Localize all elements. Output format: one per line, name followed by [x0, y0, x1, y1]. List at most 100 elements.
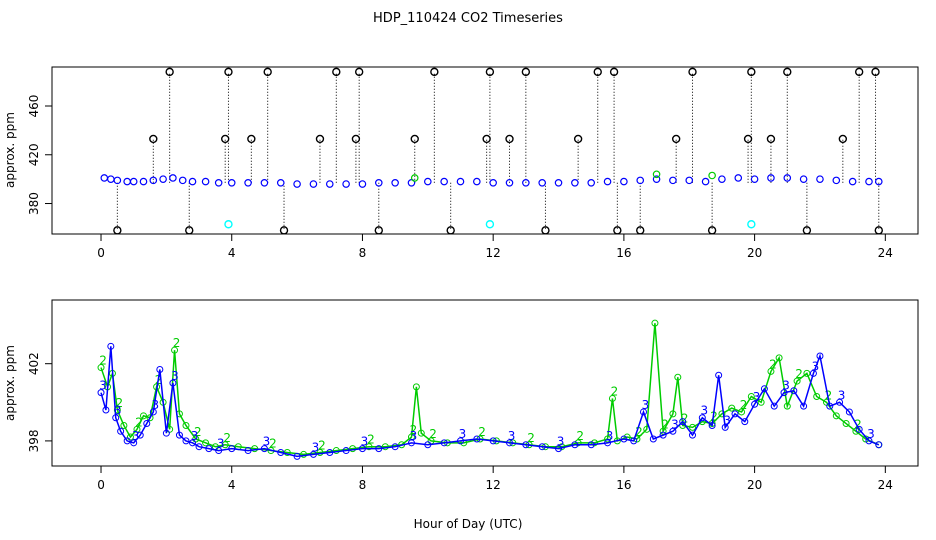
bottom-series-point [332, 447, 340, 455]
bottom-series-point [205, 445, 213, 453]
bottom-series-point [417, 429, 425, 437]
top-series-point [473, 177, 481, 186]
bottom-series-point [391, 443, 399, 451]
bottom-point-label: 3 [459, 427, 467, 441]
bottom-point-label: 3 [700, 404, 708, 418]
top-x-tick-label: 24 [878, 246, 893, 260]
top-y-tick-label: 460 [27, 95, 41, 118]
bottom-series-point [412, 383, 420, 391]
bottom-series-point [189, 439, 197, 447]
bottom-series-point [133, 425, 141, 433]
bottom-series-point [215, 447, 223, 455]
bottom-point-label: 3 [217, 437, 225, 451]
top-spike-point [263, 67, 272, 77]
bottom-point-label: 3 [812, 359, 820, 373]
bottom-series-point [630, 437, 638, 445]
bottom-point-label: 2 [769, 357, 777, 371]
bottom-series-point [659, 431, 667, 439]
bottom-series-point [842, 420, 850, 428]
top-spike-point [871, 67, 880, 77]
top-series-point [100, 174, 109, 182]
bottom-point-label: 2 [318, 438, 326, 452]
bottom-x-tick-label: 24 [878, 478, 893, 492]
bottom-series-point [162, 429, 170, 437]
bottom-series-point [251, 445, 259, 453]
bottom-point-label: 3 [151, 398, 159, 412]
bottom-series-point [375, 445, 383, 453]
bottom-point-label: 2 [173, 336, 181, 350]
bottom-series-point [669, 410, 677, 418]
top-series-point [505, 179, 514, 187]
bottom-series-point [182, 437, 190, 445]
bottom-point-label: 2 [99, 354, 107, 368]
top-series-point [750, 175, 759, 183]
bottom-point-label: 3 [191, 429, 199, 443]
bottom-point-label: 2 [135, 415, 143, 429]
bottom-series-point [679, 418, 687, 426]
bottom-series-point [555, 445, 563, 453]
bottom-series-point [107, 342, 115, 350]
bottom-point-label: 2 [661, 417, 669, 431]
bottom-point-label: 3 [671, 417, 679, 431]
bottom-point-label: 3 [753, 390, 761, 404]
top-green-point [652, 170, 661, 179]
top-series-point [391, 179, 399, 187]
bottom-y-axis-label: approx. ppm [3, 345, 17, 421]
top-x-tick-label: 16 [616, 246, 631, 260]
bottom-series-line [100, 346, 880, 458]
top-series-point [159, 175, 167, 183]
top-x-tick-label: 4 [228, 246, 236, 260]
bottom-series-point [143, 420, 151, 428]
bottom-series-point [113, 406, 121, 414]
top-series-point [201, 177, 210, 186]
top-series-point [139, 177, 148, 186]
bottom-point-label: 3 [867, 427, 875, 441]
top-series-point [129, 177, 138, 186]
bottom-series-point [698, 414, 706, 422]
top-cyan-point [485, 220, 495, 229]
top-series-point [309, 180, 318, 188]
top-spike-point [874, 226, 883, 235]
bottom-x-tick-label: 4 [228, 478, 236, 492]
top-series-point [188, 177, 197, 186]
bottom-point-label: 3 [263, 435, 271, 449]
bottom-series-point [489, 437, 497, 445]
bottom-point-label: 2 [740, 398, 748, 412]
top-series-point [293, 180, 301, 188]
bottom-point-label: 2 [410, 423, 418, 437]
bottom-series-point [538, 443, 546, 451]
bottom-series-point [97, 389, 105, 397]
bottom-point-label: 2 [269, 437, 277, 451]
bottom-series-point [169, 379, 177, 387]
bottom-series-point [715, 371, 723, 379]
top-x-tick-label: 0 [97, 246, 105, 260]
bottom-series-point [358, 445, 366, 453]
bottom-series-point [283, 448, 291, 456]
top-spike-point [593, 67, 602, 77]
bottom-point-label: 2 [681, 411, 689, 425]
bottom-series-point [349, 445, 357, 453]
top-series-point [123, 177, 131, 186]
bottom-series-point [721, 423, 729, 431]
bottom-point-label: 3 [557, 435, 565, 449]
bottom-series-point [775, 354, 783, 362]
bottom-point-label: 3 [99, 379, 107, 393]
top-y-tick-label: 420 [27, 143, 41, 166]
bottom-series-point [760, 385, 768, 393]
bottom-point-label: 3 [723, 413, 731, 427]
top-spike-point [165, 67, 174, 77]
top-cyan-point [747, 220, 756, 229]
bottom-series-point [793, 377, 801, 385]
bottom-series-point [751, 400, 759, 408]
bottom-y-tick-label: 402 [27, 352, 41, 375]
bottom-series-point [809, 369, 817, 377]
top-series-point [734, 174, 743, 182]
top-series-point [325, 180, 334, 188]
bottom-series-point [293, 452, 301, 460]
bottom-series-point [620, 435, 628, 443]
bottom-x-tick-label: 12 [486, 478, 501, 492]
top-series-point [874, 177, 883, 186]
chart-title: HDP_110424 CO2 Timeseries [373, 11, 563, 26]
bottom-point-label: 3 [838, 388, 846, 402]
top-series-point [113, 176, 122, 185]
